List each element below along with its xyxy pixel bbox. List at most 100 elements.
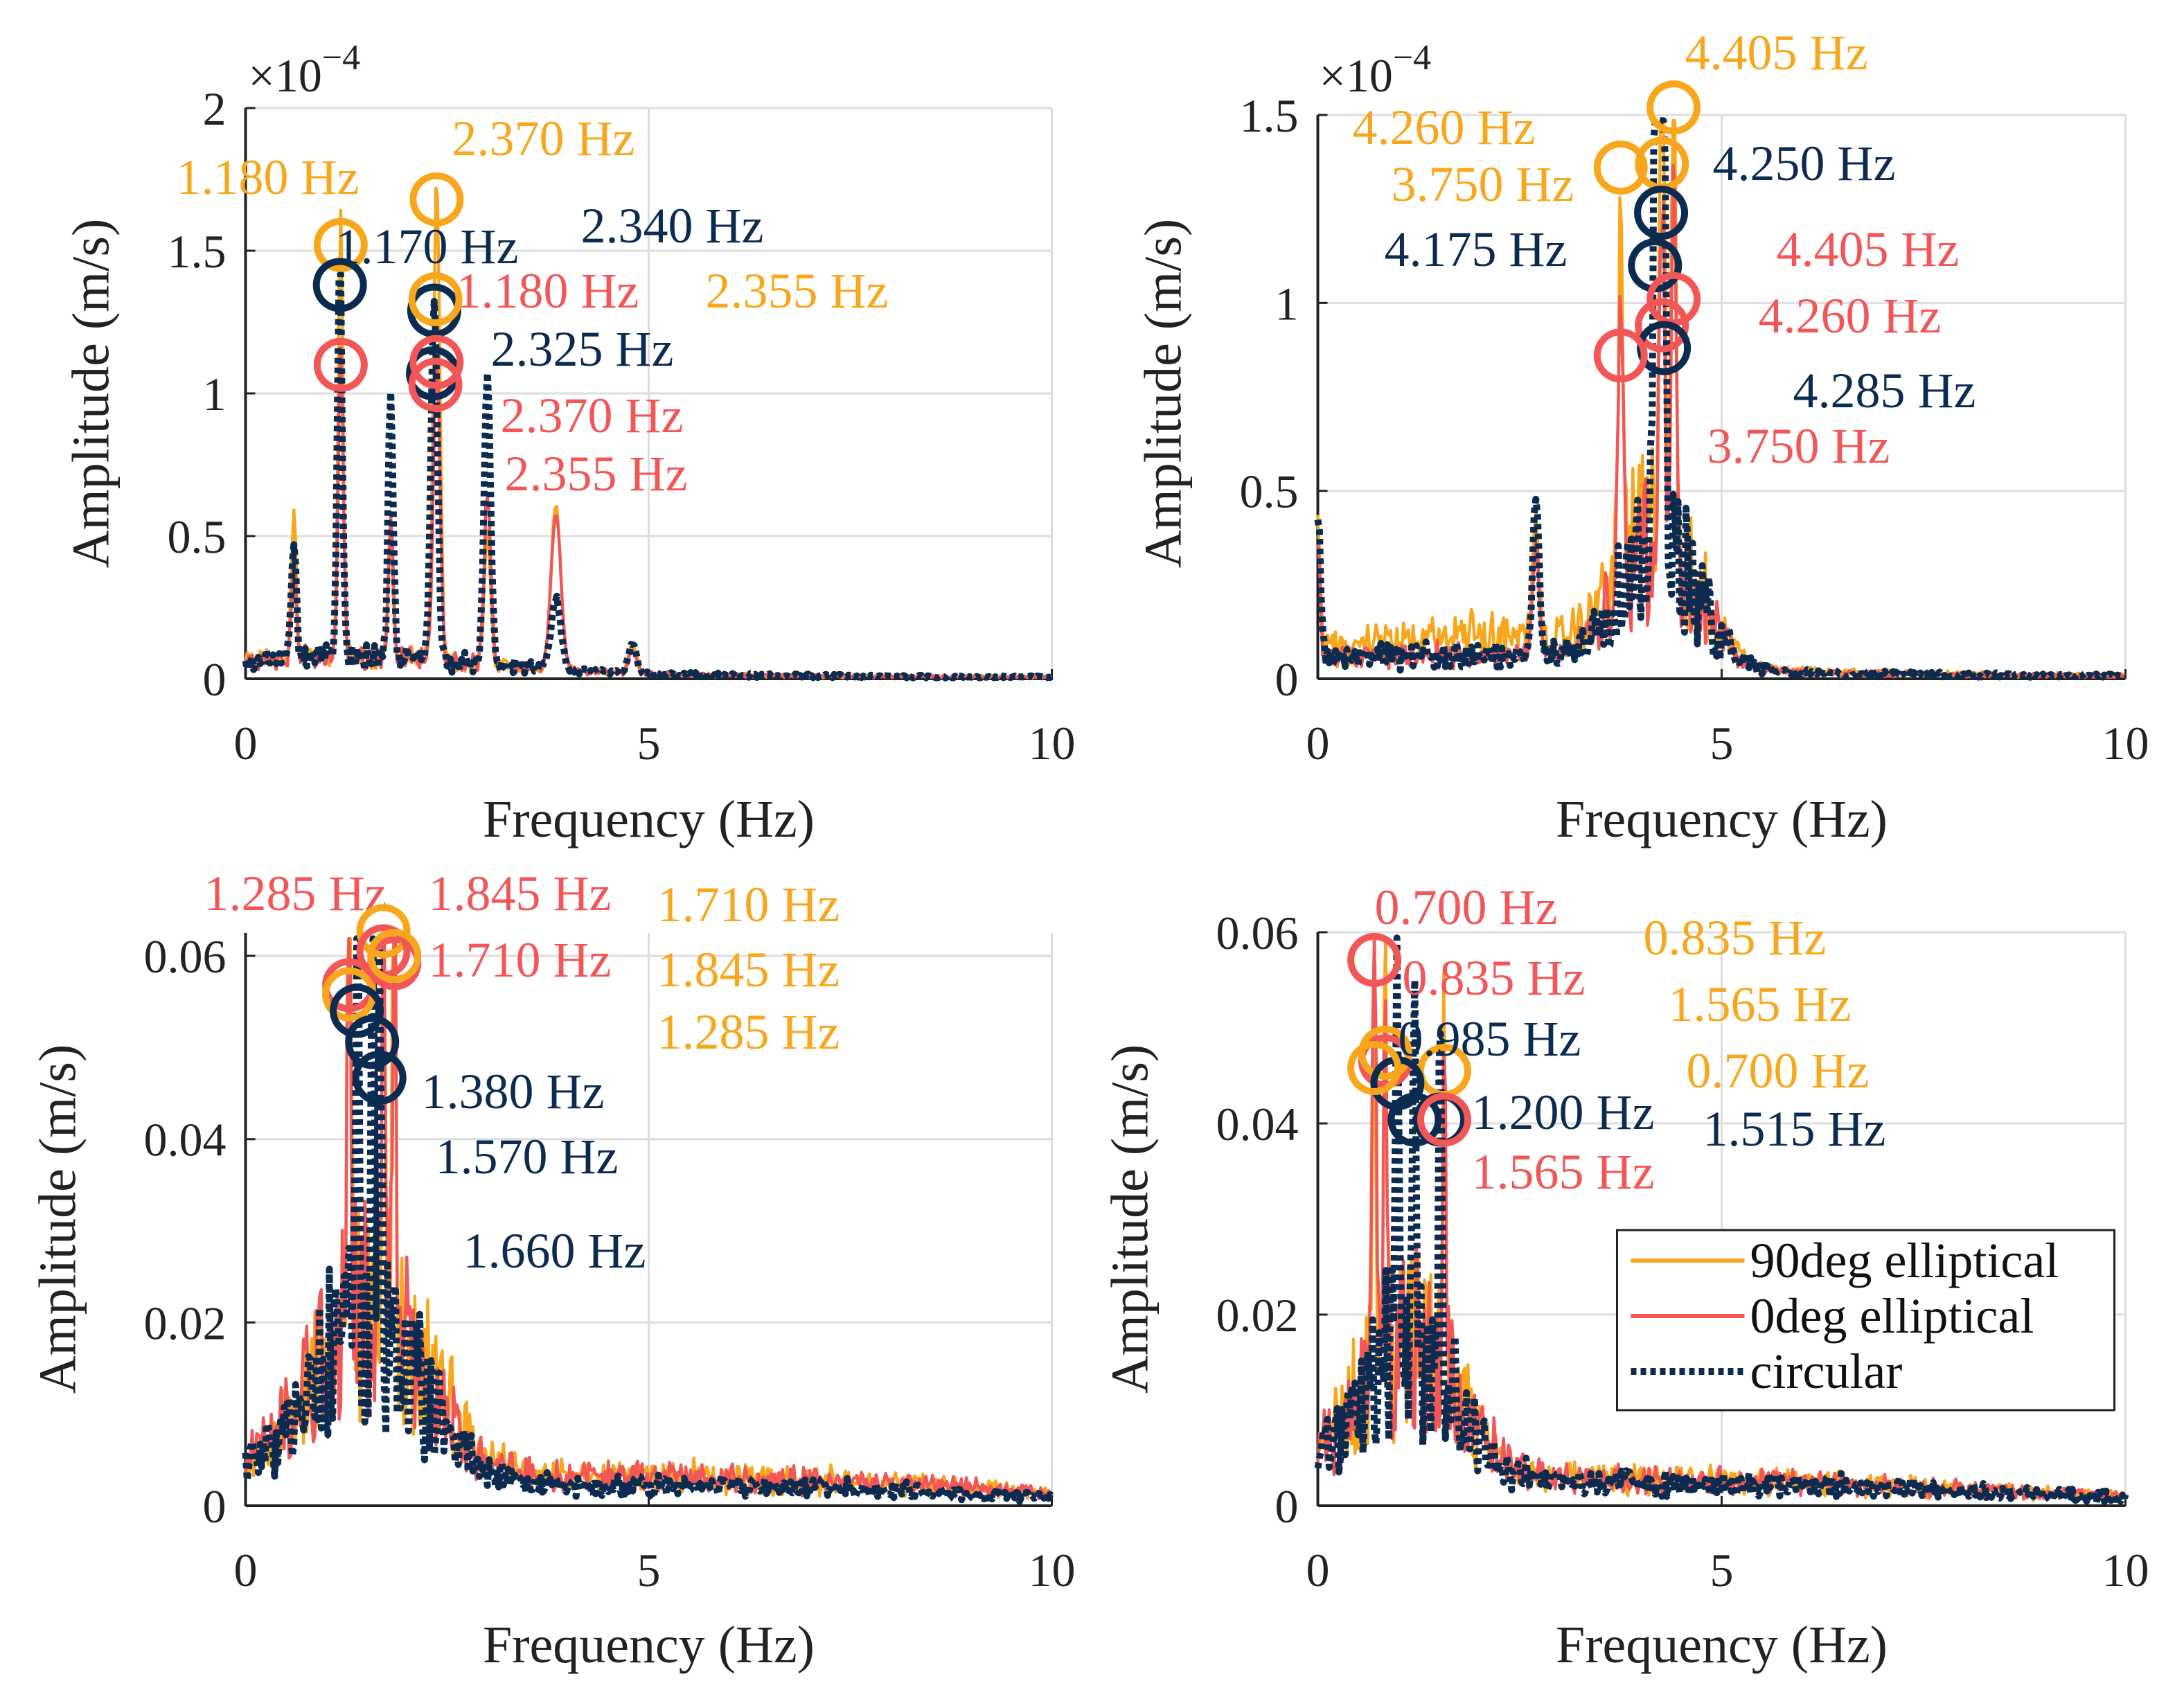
y-tick-label: 0.02 (144, 1297, 227, 1349)
y-tick-label: 1.5 (168, 225, 227, 278)
y-tick-label: 0 (203, 653, 227, 706)
x-tick-label: 0 (234, 717, 258, 770)
peak-label: 1.710 Hz (657, 877, 840, 932)
peak-marker (409, 335, 464, 389)
x-tick-label: 0 (234, 1544, 258, 1596)
peak-marker (312, 258, 367, 312)
peak-label: 1.565 Hz (1472, 1144, 1655, 1200)
peak-marker (330, 984, 384, 1038)
x-tick-label: 5 (637, 717, 661, 770)
peak-marker (345, 1015, 400, 1069)
x-tick-label: 10 (2102, 717, 2149, 770)
peak-label: 4.175 Hz (1385, 222, 1568, 277)
exponent-power: −4 (322, 38, 360, 78)
peak-label: 1.180 Hz (456, 263, 639, 319)
series-line-circular (1314, 934, 2129, 1506)
peak-marker (367, 929, 422, 984)
peak-label: 0.700 Hz (1375, 880, 1558, 935)
peak-label: 1.845 Hz (657, 942, 840, 997)
peak-label: 1.285 Hz (204, 866, 387, 921)
y-tick-label: 1 (203, 368, 227, 420)
peak-label: 2.355 Hz (706, 263, 889, 319)
x-axis-label: Frequency (Hz) (1556, 1616, 1888, 1674)
peak-label: 4.250 Hz (1713, 136, 1896, 191)
peak-label: 4.260 Hz (1759, 288, 1942, 344)
peak-marker (352, 1051, 407, 1105)
axis-exponent: ×10−4 (1320, 38, 1432, 102)
y-axis-label: Amplitude (m/s) (29, 1044, 87, 1394)
peak-label: 1.660 Hz (463, 1223, 646, 1279)
y-axis-label: Amplitude (m/s) (1135, 219, 1193, 569)
x-tick-label: 5 (1710, 717, 1734, 770)
peak-marker (1646, 80, 1701, 135)
panel-2: 0 5 10 0 0.5 1 1.5 Frequency (Hz) Amplitude (m/s… (1135, 25, 2149, 848)
peak-marker (313, 217, 368, 272)
peak-label: 0.835 Hz (1644, 910, 1827, 966)
y-tick-label: 0 (1275, 1480, 1299, 1533)
peak-marker (1635, 298, 1689, 353)
peak-label: 2.370 Hz (501, 388, 684, 443)
x-tick-label: 0 (1306, 1544, 1330, 1596)
peak-label: 4.405 Hz (1777, 222, 1960, 277)
series-line-0deg-elliptical (1316, 936, 2127, 1503)
peak-marker (408, 357, 463, 412)
exponent-base: ×10 (1320, 49, 1393, 102)
peak-label: 3.750 Hz (1392, 157, 1574, 212)
peak-label: 1.515 Hz (1703, 1101, 1886, 1157)
series-line-circular (242, 935, 1056, 1505)
x-axis-label: Frequency (Hz) (1556, 790, 1888, 848)
peak-marker (1358, 1025, 1412, 1080)
x-tick-label: 10 (1029, 717, 1076, 770)
peak-marker (356, 904, 411, 959)
peak-label: 2.370 Hz (452, 111, 635, 166)
peak-label: 0.835 Hz (1403, 950, 1586, 1006)
peak-marker (1593, 140, 1648, 195)
peak-label: 1.200 Hz (1472, 1085, 1655, 1140)
peak-label: 1.380 Hz (422, 1064, 605, 1119)
x-tick-label: 10 (1029, 1544, 1076, 1596)
peak-label: 1.565 Hz (1669, 977, 1852, 1032)
peak-label: 4.405 Hz (1685, 25, 1868, 80)
y-tick-label: 0.5 (1240, 465, 1299, 518)
peak-label: 4.260 Hz (1353, 100, 1536, 155)
y-tick-label: 2 (203, 82, 227, 135)
peak-marker (408, 272, 463, 327)
peak-marker (1387, 1092, 1442, 1147)
legend-label: 90deg elliptical (1750, 1233, 2059, 1288)
y-tick-label: 0.5 (168, 510, 227, 563)
y-tick-label: 0 (203, 1480, 227, 1533)
x-axis-label: Frequency (Hz) (483, 790, 815, 848)
axis-exponent: ×10−4 (249, 38, 361, 102)
peak-marker (313, 337, 368, 392)
x-tick-label: 0 (1306, 717, 1330, 770)
y-tick-label: 1.5 (1240, 89, 1299, 142)
x-tick-label: 5 (1710, 1544, 1734, 1596)
peak-label: 0.700 Hz (1687, 1043, 1870, 1098)
y-tick-label: 0 (1275, 653, 1299, 706)
legend-label: 0deg elliptical (1750, 1288, 2034, 1344)
peak-marker (1646, 272, 1701, 326)
y-tick-label: 1 (1275, 277, 1299, 330)
x-axis-label: Frequency (Hz) (483, 1616, 815, 1674)
peak-label: 1.570 Hz (436, 1129, 619, 1184)
peak-label: 1.285 Hz (657, 1004, 840, 1060)
legend-label: circular (1750, 1344, 1903, 1399)
x-tick-label: 5 (637, 1544, 661, 1596)
exponent-power: −4 (1393, 38, 1431, 78)
y-tick-label: 0.06 (144, 930, 227, 983)
peak-marker (1417, 1092, 1471, 1147)
peak-label: 2.355 Hz (505, 446, 688, 501)
peak-label: 0.985 Hz (1399, 1011, 1581, 1067)
x-tick-label: 10 (2102, 1544, 2149, 1596)
series-line-circular (242, 270, 1054, 682)
y-axis-label: Amplitude (m/s) (62, 219, 121, 569)
peak-label: 2.340 Hz (581, 198, 764, 253)
peak-label: 1.170 Hz (336, 219, 519, 274)
y-tick-label: 0.06 (1216, 907, 1299, 959)
peak-label: 4.285 Hz (1793, 363, 1976, 418)
peak-marker (409, 172, 464, 226)
y-tick-label: 0.04 (1216, 1098, 1299, 1150)
peak-label: 1.710 Hz (429, 932, 612, 988)
